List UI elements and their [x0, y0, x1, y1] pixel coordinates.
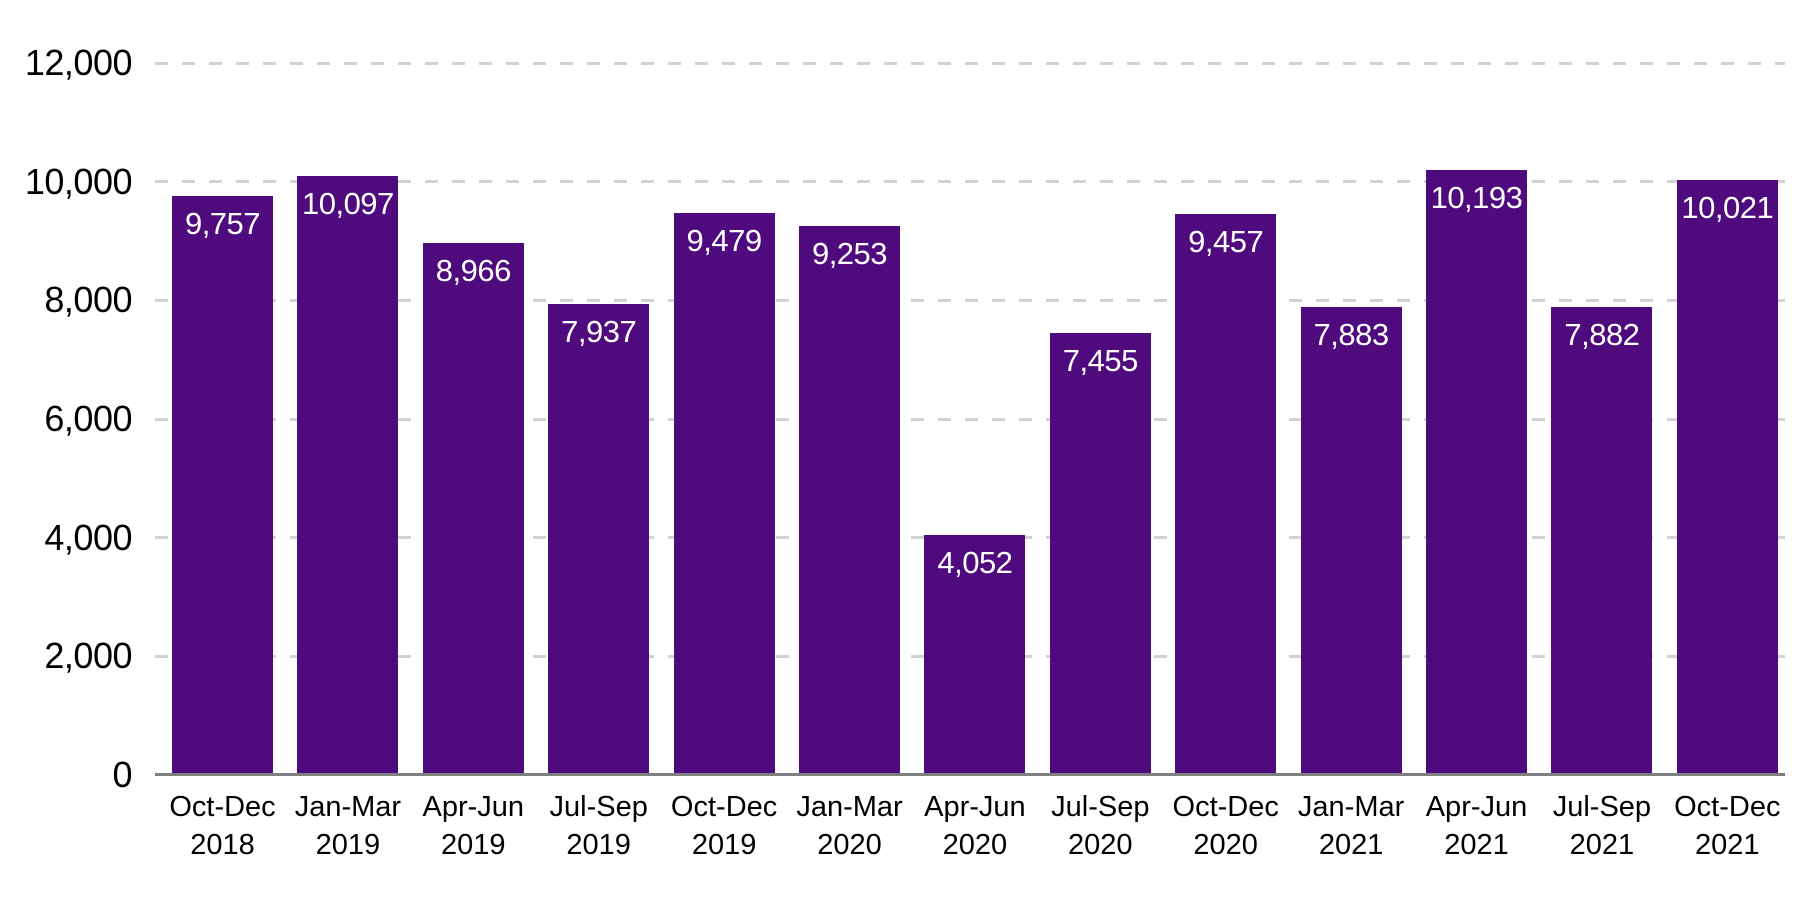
- x-tick-year: 2019: [315, 829, 381, 861]
- bar-apr-jun-2020: 4,052: [924, 534, 1026, 775]
- bar-jan-mar-2019: 10,097: [297, 175, 399, 775]
- x-tick-label: Oct-Dec 2020: [1141, 788, 1311, 864]
- x-tick-label: Apr-Jun 2020: [890, 788, 1060, 864]
- y-tick-label: 6,000: [44, 398, 132, 439]
- x-tick-quarter: Apr-Jun: [1425, 791, 1528, 823]
- bar-jul-sep-2019: 7,937: [548, 304, 650, 775]
- bar-value-label: 10,021: [1681, 190, 1774, 226]
- x-tick-label: Oct-Dec 2021: [1642, 788, 1811, 864]
- bar-value-label: 7,883: [1313, 317, 1390, 353]
- x-tick-quarter: Oct-Dec: [1674, 791, 1781, 823]
- plot-area: 9,757 10,097 8,966 7,937 9,479 9,253 4,052 7,45…: [155, 61, 1785, 776]
- y-tick-label: 4,000: [44, 516, 132, 558]
- x-tick-label: Jul-Sep 2021: [1517, 788, 1687, 864]
- bar-value-label: 10,097: [301, 185, 394, 221]
- x-tick-year: 2018: [190, 829, 255, 861]
- x-tick-year: 2021: [1318, 829, 1384, 861]
- bar-value-label: 10,193: [1430, 180, 1523, 216]
- x-tick-year: 2019: [441, 829, 506, 861]
- x-tick-year: 2021: [1569, 829, 1635, 861]
- x-tick-quarter: Jul-Sep: [1552, 791, 1652, 823]
- y-tick-label: 0: [112, 754, 132, 795]
- bar-value-label: 9,757: [184, 206, 261, 242]
- bar-jul-sep-2021: 7,882: [1551, 307, 1653, 775]
- bar-apr-jun-2019: 8,966: [422, 243, 524, 775]
- bar-value-label: 9,457: [1188, 223, 1264, 259]
- bar-value-label: 4,052: [937, 544, 1013, 580]
- bar-oct-dec-2021: 10,021: [1676, 180, 1778, 775]
- x-tick-label: Jul-Sep 2020: [1015, 788, 1185, 864]
- y-tick-label: 2,000: [44, 635, 132, 677]
- y-tick-label: 12,000: [24, 42, 133, 83]
- bar-oct-dec-2018: 9,757: [172, 196, 273, 775]
- bar-value-label: 8,966: [435, 253, 512, 289]
- x-tick-year: 2020: [817, 829, 882, 861]
- x-tick-quarter: Apr-Jun: [924, 791, 1026, 823]
- x-tick-year: 2021: [1695, 829, 1760, 861]
- x-tick-year: 2020: [942, 829, 1008, 861]
- x-axis-line: [155, 773, 1785, 776]
- bar-value-label: 9,479: [686, 222, 763, 258]
- x-tick-quarter: Jan-Mar: [1297, 791, 1405, 823]
- x-tick-quarter: Oct-Dec: [1172, 791, 1279, 823]
- x-tick-label: Jan-Mar 2019: [263, 788, 433, 864]
- x-tick-label: Jan-Mar 2021: [1266, 788, 1436, 864]
- x-tick-label: Oct-Dec 2019: [639, 788, 809, 864]
- bar-value-label: 7,882: [1564, 317, 1640, 353]
- x-tick-year: 2019: [691, 829, 757, 861]
- y-tick-label: 8,000: [44, 279, 132, 321]
- bar-jan-mar-2021: 7,883: [1300, 307, 1402, 775]
- x-tick-label: Jan-Mar 2020: [765, 788, 935, 864]
- gridline-8000: [155, 298, 1785, 302]
- gridline-10000: [155, 180, 1785, 184]
- x-tick-quarter: Jan-Mar: [796, 791, 903, 823]
- bar-value-label: 7,937: [561, 314, 637, 350]
- bar-oct-dec-2020: 9,457: [1175, 213, 1277, 775]
- x-tick-label: Apr-Jun 2021: [1392, 788, 1562, 864]
- x-tick-quarter: Oct-Dec: [670, 791, 778, 823]
- gridline-6000: [155, 417, 1785, 421]
- x-tick-year: 2020: [1068, 829, 1133, 861]
- x-tick-label: Apr-Jun 2019: [388, 788, 558, 864]
- x-tick-quarter: Jan-Mar: [294, 791, 402, 823]
- x-tick-year: 2019: [566, 829, 631, 861]
- x-tick-quarter: Jul-Sep: [1051, 791, 1150, 823]
- bar-oct-dec-2019: 9,479: [673, 212, 775, 775]
- bar-value-label: 7,455: [1062, 342, 1139, 378]
- x-tick-year: 2020: [1193, 829, 1258, 861]
- bar-jan-mar-2020: 9,253: [799, 226, 900, 775]
- x-tick-label: Oct-Dec 2018: [138, 788, 308, 864]
- x-tick-label: Jul-Sep 2019: [514, 788, 684, 864]
- bar-value-label: 9,253: [811, 236, 888, 271]
- x-tick-quarter: Oct-Dec: [169, 791, 276, 823]
- bar-jul-sep-2020: 7,455: [1049, 332, 1151, 775]
- x-tick-quarter: Jul-Sep: [549, 791, 648, 823]
- gridline-12000: [155, 61, 1785, 65]
- y-tick-label: 10,000: [24, 160, 133, 202]
- x-tick-quarter: Apr-Jun: [422, 791, 525, 823]
- bar-apr-jun-2021: 10,193: [1426, 170, 1527, 775]
- x-tick-year: 2021: [1444, 829, 1509, 861]
